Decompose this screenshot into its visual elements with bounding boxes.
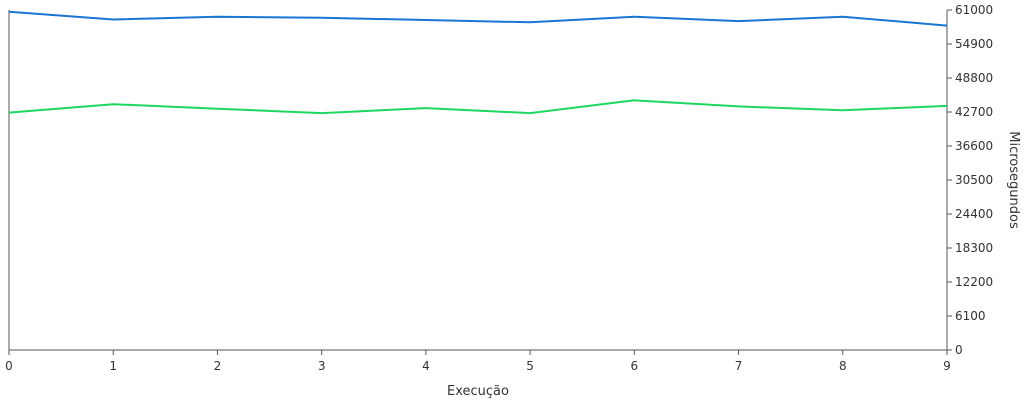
x-axis-title: Execução: [447, 384, 509, 399]
y-tick-label: 42700: [955, 105, 993, 119]
x-tick-label: 3: [318, 359, 326, 373]
y-axis-ticks: 0 6100 12200 18300 24400 30500 36600 42700 48800…: [947, 3, 993, 357]
x-tick-label: 0: [5, 359, 13, 373]
y-tick-label: 0: [955, 343, 963, 357]
x-tick-label: 2: [214, 359, 222, 373]
x-tick-label: 4: [422, 359, 430, 373]
x-tick-label: 8: [839, 359, 847, 373]
y-tick-label: 18300: [955, 241, 993, 255]
x-tick-label: 7: [735, 359, 743, 373]
x-tick-label: 1: [109, 359, 117, 373]
y-tick-label: 54900: [955, 37, 993, 51]
x-tick-label: 6: [631, 359, 639, 373]
axes: [8, 10, 948, 351]
series-line-2: [8, 99, 948, 115]
series-line-1: [8, 10, 948, 27]
x-tick-label: 9: [943, 359, 951, 373]
y-tick-label: 61000: [955, 3, 993, 17]
y-tick-label: 24400: [955, 207, 993, 221]
y-tick-label: 12200: [955, 275, 993, 289]
y-tick-label: 48800: [955, 71, 993, 85]
y-tick-label: 30500: [955, 173, 993, 187]
y-tick-label: 6100: [955, 309, 986, 323]
x-tick-label: 5: [526, 359, 534, 373]
x-axis-ticks: 0 1 2 3 4 5 6 7 8 9: [5, 350, 951, 373]
y-axis-title: Microsegundos: [1006, 131, 1021, 229]
series-lines: [8, 10, 948, 115]
y-tick-label: 36600: [955, 139, 993, 153]
